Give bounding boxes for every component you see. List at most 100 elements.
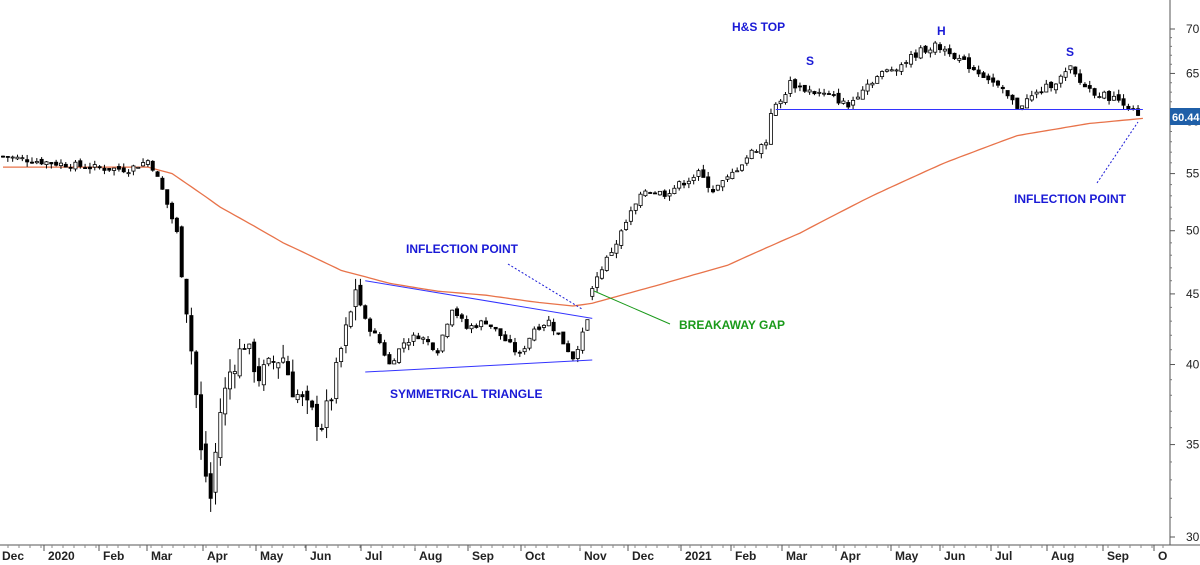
candle-body	[1000, 86, 1005, 90]
moving-average	[3, 117, 1143, 307]
candle-body	[986, 75, 991, 81]
candle-body	[561, 331, 566, 345]
candle-body	[764, 142, 769, 146]
inflection-point-label-2: INFLECTION POINT	[1014, 192, 1127, 206]
candle-body	[749, 149, 754, 160]
candle-body	[595, 276, 600, 288]
x-tick-label: Feb	[103, 549, 124, 563]
candle-body	[353, 289, 358, 308]
candle-body	[107, 168, 112, 171]
x-tick-label: Dec	[632, 549, 654, 563]
candle-body	[711, 189, 716, 193]
candle-body	[976, 69, 981, 75]
y-tick-label: 70	[1186, 22, 1200, 36]
candle-body	[126, 172, 131, 175]
candle-body	[1020, 105, 1025, 109]
x-tick-label: Mar	[786, 549, 808, 563]
candle-body	[855, 96, 860, 100]
candle-body	[401, 342, 406, 349]
candle-body	[624, 221, 629, 230]
x-tick-label: Jun	[944, 549, 965, 563]
candle-body	[971, 67, 976, 71]
candle-body	[807, 89, 812, 93]
candle-body	[1107, 91, 1112, 101]
candle-body	[648, 192, 653, 194]
candle-body	[1102, 91, 1107, 99]
candle-body	[580, 331, 585, 351]
candle-body	[566, 343, 571, 353]
x-tick-label: Jun	[310, 549, 331, 563]
candle-body	[962, 56, 967, 60]
candle-body	[788, 80, 793, 94]
candle-body	[928, 49, 933, 54]
candle-body	[15, 156, 20, 160]
candle-body	[822, 92, 827, 95]
candle-body	[49, 162, 54, 165]
candle-body	[841, 100, 846, 104]
candle-body	[87, 166, 92, 170]
candle-body	[416, 335, 421, 340]
candle-body	[812, 91, 817, 95]
candle-body	[913, 52, 918, 58]
candle-body	[686, 180, 691, 185]
candle-body	[517, 351, 522, 354]
candle-body	[1097, 96, 1102, 99]
candle-body	[981, 72, 986, 78]
candle-body	[237, 348, 242, 377]
candle-body	[1116, 94, 1121, 101]
candle-body	[426, 339, 431, 343]
candle-body	[102, 167, 107, 171]
candle-body	[1082, 83, 1087, 88]
candle-body	[368, 318, 373, 332]
candlesticks	[0, 40, 1141, 512]
candle-body	[377, 334, 382, 344]
candle-body	[991, 77, 996, 83]
candle-body	[363, 305, 368, 319]
candle-body	[662, 190, 667, 197]
candle-body	[609, 252, 614, 256]
candle-body	[290, 371, 295, 398]
candle-body	[155, 171, 160, 177]
candle-body	[1049, 81, 1054, 89]
candle-body	[633, 203, 638, 211]
left-shoulder-label: S	[806, 54, 814, 68]
candle-body	[68, 166, 73, 169]
candle-body	[503, 334, 508, 342]
candle-body	[570, 351, 575, 360]
triangle-upper-line	[365, 280, 593, 319]
candle-body	[527, 337, 532, 349]
candle-body	[667, 193, 672, 197]
candle-body	[715, 184, 720, 191]
candle-body	[411, 334, 416, 342]
candle-body	[696, 170, 701, 177]
candle-body	[141, 162, 146, 167]
candle-body	[918, 47, 923, 59]
candle-body	[29, 161, 34, 164]
candle-body	[266, 357, 271, 365]
candle-body	[179, 226, 184, 278]
candle-body	[479, 320, 484, 328]
candle-body	[445, 323, 450, 338]
candle-body	[546, 319, 551, 327]
triangle-lower-line	[365, 359, 593, 373]
candle-body	[25, 159, 30, 163]
candle-body	[329, 399, 334, 402]
x-tick-label: 2021	[685, 549, 712, 563]
candle-body	[483, 320, 488, 325]
candle-body	[575, 349, 580, 359]
candle-body	[590, 288, 595, 297]
annotation-pointers	[507, 121, 1139, 325]
x-tick-label: Nov	[584, 549, 607, 563]
last-price-marker: 60.44	[1170, 108, 1200, 125]
candle-body	[382, 342, 387, 356]
candle-body	[657, 190, 662, 196]
candle-body	[145, 160, 150, 165]
x-tick-label: Jul	[995, 549, 1012, 563]
x-tick-label: Mar	[151, 549, 173, 563]
x-tick-label: Sep	[472, 549, 494, 563]
candle-body	[469, 325, 474, 330]
candle-body	[285, 361, 290, 376]
candle-body	[1078, 73, 1083, 83]
candle-body	[653, 192, 658, 195]
